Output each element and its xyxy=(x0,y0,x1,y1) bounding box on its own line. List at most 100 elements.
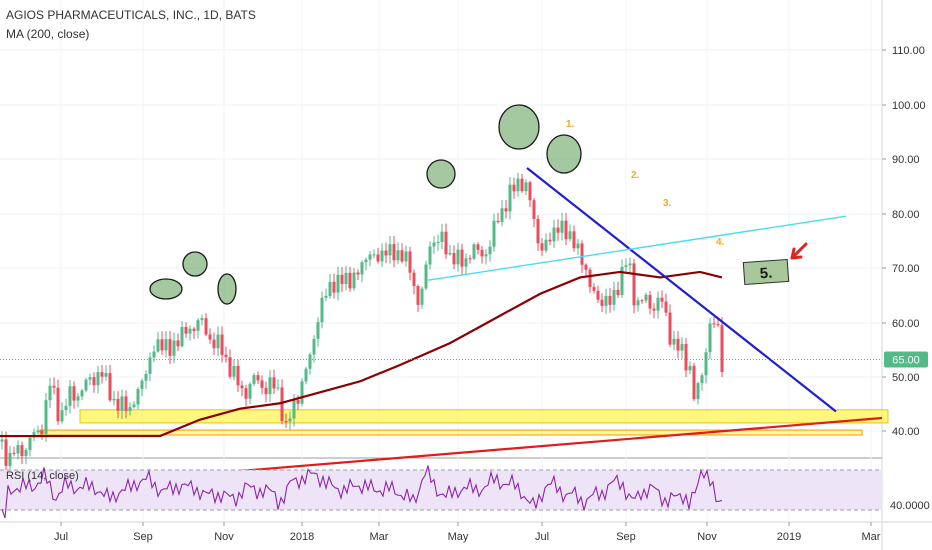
candle-body xyxy=(376,254,380,262)
candle-body xyxy=(320,297,324,323)
candle-body xyxy=(692,365,696,400)
ma-indicator-label[interactable]: MA (200, close) xyxy=(6,27,90,41)
note-label-2: 2. xyxy=(631,170,640,181)
candle-body xyxy=(588,269,592,287)
candle-body xyxy=(640,300,644,302)
candle-body xyxy=(480,249,484,257)
candle-body xyxy=(252,375,256,384)
candle-body xyxy=(212,339,216,349)
candle-body xyxy=(32,432,36,438)
candle-body xyxy=(48,385,52,401)
pattern-circle xyxy=(498,104,540,150)
candle-body xyxy=(356,272,360,275)
candle-body xyxy=(220,334,224,355)
candle-body xyxy=(360,262,364,275)
candle-body xyxy=(568,231,572,240)
candle-body xyxy=(152,351,156,358)
candle-body xyxy=(316,322,320,339)
rsi-indicator-label[interactable]: RSI (14, close) xyxy=(6,470,79,482)
candle-body xyxy=(272,377,276,389)
candle-body xyxy=(60,410,64,422)
candle-body xyxy=(540,243,544,251)
time-tick-label: Jul xyxy=(535,531,549,543)
candle-body xyxy=(292,399,296,419)
symbol-title[interactable]: AGIOS PHARMACEUTICALS, INC., 1D, BATS xyxy=(6,8,256,22)
candle-body xyxy=(164,339,168,351)
candle-body xyxy=(504,208,508,212)
candle-body xyxy=(648,294,652,309)
candle-body xyxy=(196,320,200,331)
candle-body xyxy=(348,272,352,289)
price-tick-label: 80.00 xyxy=(892,209,920,221)
candle-body xyxy=(312,338,316,355)
candle-body xyxy=(192,328,196,331)
candle-body xyxy=(44,400,48,434)
candle-body xyxy=(392,244,396,261)
candle-body xyxy=(544,239,548,251)
candle-body xyxy=(424,264,428,289)
note-box-5-label: 5. xyxy=(759,265,773,283)
candle-body xyxy=(148,357,152,374)
candle-body xyxy=(668,312,672,345)
candle-body xyxy=(128,407,132,412)
candle-body xyxy=(36,430,40,433)
candle-body xyxy=(464,258,468,267)
candle-body xyxy=(524,182,528,192)
candle-body xyxy=(620,266,624,296)
candle-body xyxy=(396,250,400,261)
candle-body xyxy=(96,372,100,386)
candle-body xyxy=(284,421,288,423)
candle-body xyxy=(488,246,492,255)
candle-body xyxy=(140,380,144,389)
candle-body xyxy=(8,452,12,466)
candle-body xyxy=(40,430,44,434)
time-axis[interactable]: Jul Sep Nov 2018 Mar May Jul Sep Nov 2019 Mar xyxy=(54,522,881,543)
price-tick-label: 100.00 xyxy=(892,100,926,112)
candle-body xyxy=(496,220,500,223)
candle-body xyxy=(16,445,20,454)
candle-body xyxy=(704,352,708,376)
candle-body xyxy=(416,286,420,305)
candle-body xyxy=(76,396,80,401)
candle-body xyxy=(64,405,68,411)
candle-body xyxy=(672,338,676,345)
candle-body xyxy=(656,297,660,311)
candle-body xyxy=(440,231,444,242)
price-tick-label: 40.00 xyxy=(892,426,920,438)
pattern-circle xyxy=(546,134,582,174)
candle-body xyxy=(116,398,120,411)
ma200-path xyxy=(0,270,723,438)
candle-body xyxy=(720,325,724,372)
candle-body xyxy=(452,252,456,265)
candle-body xyxy=(244,388,248,399)
candle-body xyxy=(324,295,328,298)
candle-body xyxy=(636,300,640,306)
candle-body xyxy=(516,178,520,192)
note-label-3: 3. xyxy=(663,198,672,209)
price-axis[interactable]: 40.00 50.00 60.00 70.00 80.00 90.00 100.00 110.… xyxy=(882,45,926,438)
price-tick-label: 90.00 xyxy=(892,154,920,166)
candle-body xyxy=(144,373,148,381)
rsi-pane[interactable] xyxy=(0,465,882,519)
candles xyxy=(0,172,724,473)
candle-body xyxy=(556,227,560,233)
candle-body xyxy=(204,318,208,335)
candle-body xyxy=(660,297,664,302)
candle-body xyxy=(304,368,308,382)
candle-body xyxy=(684,343,688,371)
candle-body xyxy=(208,334,212,340)
candle-body xyxy=(476,244,480,250)
time-tick-label: May xyxy=(448,531,469,543)
candle-body xyxy=(500,208,504,223)
candle-body xyxy=(368,254,372,260)
candle-body xyxy=(688,365,692,371)
candle-body xyxy=(136,388,140,405)
note-box-5: 5. xyxy=(742,258,790,286)
candle-body xyxy=(328,281,332,296)
candle-body xyxy=(592,286,596,291)
time-tick-label: Sep xyxy=(133,531,153,543)
grid xyxy=(0,0,882,522)
candle-body xyxy=(700,375,704,384)
last-price-label: 65.00 xyxy=(892,354,920,366)
